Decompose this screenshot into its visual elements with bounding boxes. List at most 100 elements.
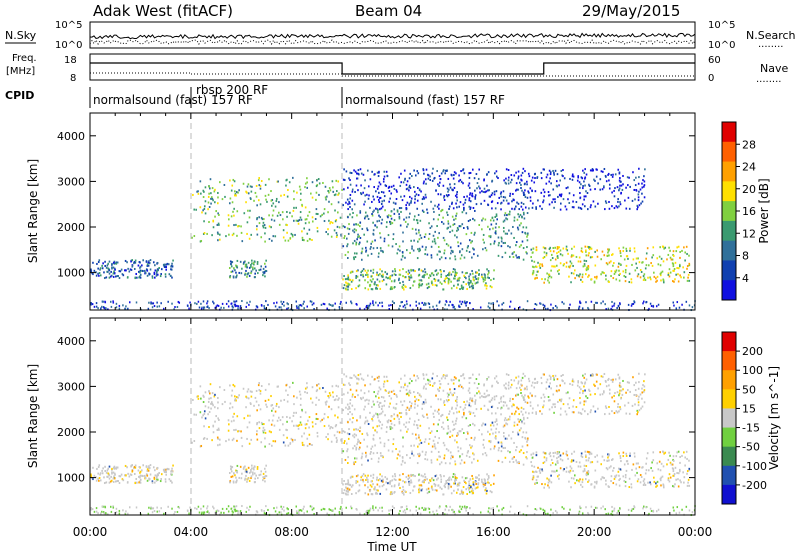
velocity-echo [414, 379, 417, 382]
velocity-echo [102, 467, 104, 470]
power-echo [430, 256, 433, 259]
velocity-echo [376, 451, 379, 454]
power-echo [637, 182, 640, 185]
velocity-echo [323, 425, 326, 428]
velocity-echo [255, 389, 258, 392]
power-echo [115, 306, 118, 309]
velocity-echo [214, 393, 216, 396]
velocity-echo [624, 480, 627, 483]
power-echo [378, 280, 381, 283]
power-echo [578, 306, 580, 309]
velocity-echo [241, 445, 244, 448]
velocity-echo [617, 470, 620, 473]
power-echo [641, 182, 643, 185]
power-echo [347, 288, 349, 291]
velocity-echo [524, 394, 526, 397]
power-echo [458, 180, 460, 183]
power-echo [661, 270, 664, 273]
power-echo [350, 302, 353, 305]
velocity-echo [484, 489, 487, 492]
power-echo [333, 194, 336, 197]
velocity-echo [246, 426, 249, 429]
power-echo [345, 170, 348, 173]
power-echo [203, 306, 206, 309]
power-echo [673, 268, 676, 271]
power-echo [442, 169, 445, 172]
power-echo [625, 207, 628, 210]
power-echo [376, 220, 379, 223]
power-echo [579, 196, 582, 199]
velocity-echo [452, 456, 454, 459]
power-echo [188, 307, 190, 310]
power-echo [304, 182, 307, 185]
power-echo [603, 254, 606, 257]
power-echo [549, 259, 552, 262]
power-echo [158, 305, 161, 308]
velocity-echo [155, 479, 158, 482]
power-echo [554, 265, 556, 268]
power-echo [439, 193, 442, 196]
power-echo [605, 262, 608, 265]
power-echo [587, 208, 589, 211]
power-echo [407, 269, 410, 272]
velocity-echo [418, 443, 421, 446]
power-echo [241, 300, 243, 303]
velocity-echo [141, 469, 143, 472]
velocity-echo [568, 471, 571, 474]
velocity-echo [605, 467, 608, 470]
power-echo [589, 188, 592, 191]
velocity-echo [594, 481, 596, 484]
velocity-echo [278, 416, 280, 419]
velocity-echo [446, 418, 449, 421]
velocity-echo [369, 383, 372, 386]
velocity-echo [170, 473, 173, 476]
velocity-echo [398, 478, 401, 481]
power-echo [524, 196, 527, 199]
velocity-echo [263, 429, 266, 432]
power-echo [579, 273, 581, 276]
power-echo [409, 276, 411, 279]
power-echo [382, 278, 385, 281]
power-echo [281, 211, 284, 214]
velocity-echo [367, 459, 369, 462]
power-echo [439, 281, 442, 284]
velocity-echo [587, 473, 589, 476]
velocity-echo [232, 415, 234, 418]
velocity-echo [619, 408, 622, 411]
power-echo [447, 194, 450, 197]
velocity-echo [374, 486, 376, 489]
velocity-echo [415, 424, 418, 427]
velocity-echo [467, 432, 469, 435]
power-echo [673, 280, 675, 283]
velocity-echo [369, 411, 371, 414]
power-echo [201, 306, 203, 309]
velocity-echo [125, 474, 127, 477]
velocity-echo [456, 483, 459, 486]
power-echo [381, 305, 384, 308]
power-echo [492, 302, 495, 305]
power-echo [419, 234, 422, 237]
power-echo [403, 288, 405, 291]
power-echo [165, 263, 168, 266]
velocity-echo [534, 482, 537, 485]
power-echo [585, 301, 587, 304]
power-echo [634, 269, 637, 272]
power-echo [162, 263, 165, 266]
power-echo [444, 308, 446, 311]
velocity-echo [217, 407, 219, 410]
power-echo [463, 274, 465, 277]
velocity-echo [366, 420, 369, 423]
power-echo [394, 202, 397, 205]
colorbar-tick-label: 28 [742, 138, 756, 151]
power-echo [426, 211, 429, 214]
velocity-echo [565, 413, 568, 416]
velocity-echo [250, 438, 253, 441]
velocity-echo [540, 396, 543, 399]
power-echo [197, 192, 200, 195]
velocity-echo [231, 439, 234, 442]
power-echo [311, 303, 314, 306]
velocity-echo [687, 478, 690, 481]
power-echo [552, 169, 554, 172]
power-echo [200, 192, 202, 195]
velocity-echo [347, 408, 349, 411]
